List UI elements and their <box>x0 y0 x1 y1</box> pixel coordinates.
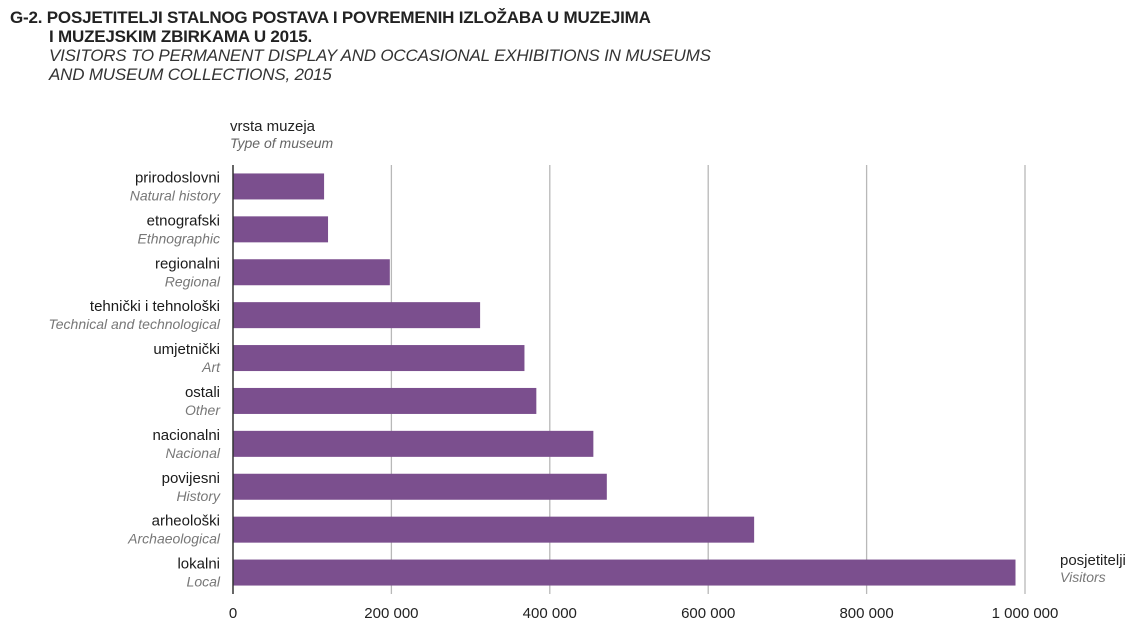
chart-title-croatian: G-2. POSJETITELJI STALNOG POSTAVA I POVR… <box>10 8 711 46</box>
bar <box>233 516 755 543</box>
bar <box>233 430 594 457</box>
bar <box>233 216 329 243</box>
category-label-english: Archaeological <box>127 531 221 547</box>
chart-title-croatian-line-1: G-2. POSJETITELJI STALNOG POSTAVA I POVR… <box>10 8 651 27</box>
category-label-croatian: etnografski <box>147 212 220 229</box>
x-tick-label: 200 000 <box>364 605 418 622</box>
category-label-croatian: prirodoslovni <box>135 169 220 186</box>
x-axis-title: posjetitelji Visitors <box>1060 552 1126 586</box>
category-label-croatian: tehnički i tehnološki <box>90 298 220 315</box>
bar <box>233 559 1016 586</box>
category-label-english: Art <box>201 359 221 375</box>
x-axis-title-english: Visitors <box>1060 569 1106 585</box>
chart-title-english-line-1: VISITORS TO PERMANENT DISPLAY AND OCCASI… <box>49 46 711 65</box>
category-label-croatian: povijesni <box>162 470 220 487</box>
category-label-english: Ethnographic <box>137 230 220 246</box>
bar <box>233 387 537 414</box>
y-axis-title: vrsta muzeja Type of museum <box>230 118 333 152</box>
category-label-english: Local <box>187 574 221 590</box>
x-tick-label: 800 000 <box>839 605 893 622</box>
category-label-english: Regional <box>165 273 221 289</box>
category-label-croatian: lokalni <box>177 556 220 573</box>
x-tick-label: 400 000 <box>523 605 577 622</box>
x-axis-title-croatian: posjetitelji <box>1060 552 1126 569</box>
category-label-english: Nacional <box>166 445 221 461</box>
category-label-english: History <box>176 488 221 504</box>
x-tick-label: 0 <box>229 605 237 622</box>
category-label-croatian: nacionalni <box>152 427 220 444</box>
bar <box>233 345 525 372</box>
bar <box>233 173 325 200</box>
chart-title-croatian-line-2: I MUZEJSKIM ZBIRKAMA U 2015. <box>49 27 312 46</box>
category-label-english: Other <box>185 402 221 418</box>
x-tick-labels: 0 200 000 400 000 600 000 800 000 1 000 000 <box>229 605 1059 622</box>
category-label-english: Technical and technological <box>49 316 221 332</box>
x-tick-label: 600 000 <box>681 605 735 622</box>
bars <box>233 173 1016 586</box>
x-tick-label: 1 000 000 <box>992 605 1059 622</box>
bar <box>233 473 607 500</box>
bar <box>233 259 390 286</box>
category-label-croatian: umjetnički <box>153 341 220 358</box>
category-label-english: Natural history <box>130 187 221 203</box>
chart-title-english-line-2: AND MUSEUM COLLECTIONS, 2015 <box>49 65 332 84</box>
y-axis-title-croatian: vrsta muzeja <box>230 118 316 135</box>
y-axis-title-english: Type of museum <box>230 135 334 151</box>
category-label-croatian: ostali <box>185 384 220 401</box>
bar <box>233 302 481 329</box>
category-label-croatian: arheološki <box>152 513 220 530</box>
category-label-croatian: regionalni <box>155 255 220 272</box>
chart-title-block: G-2. POSJETITELJI STALNOG POSTAVA I POVR… <box>10 8 711 84</box>
